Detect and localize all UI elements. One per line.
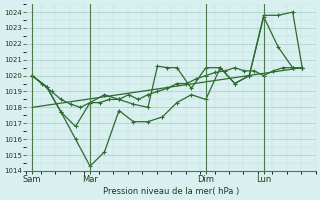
X-axis label: Pression niveau de la mer( hPa ): Pression niveau de la mer( hPa ) bbox=[103, 187, 239, 196]
